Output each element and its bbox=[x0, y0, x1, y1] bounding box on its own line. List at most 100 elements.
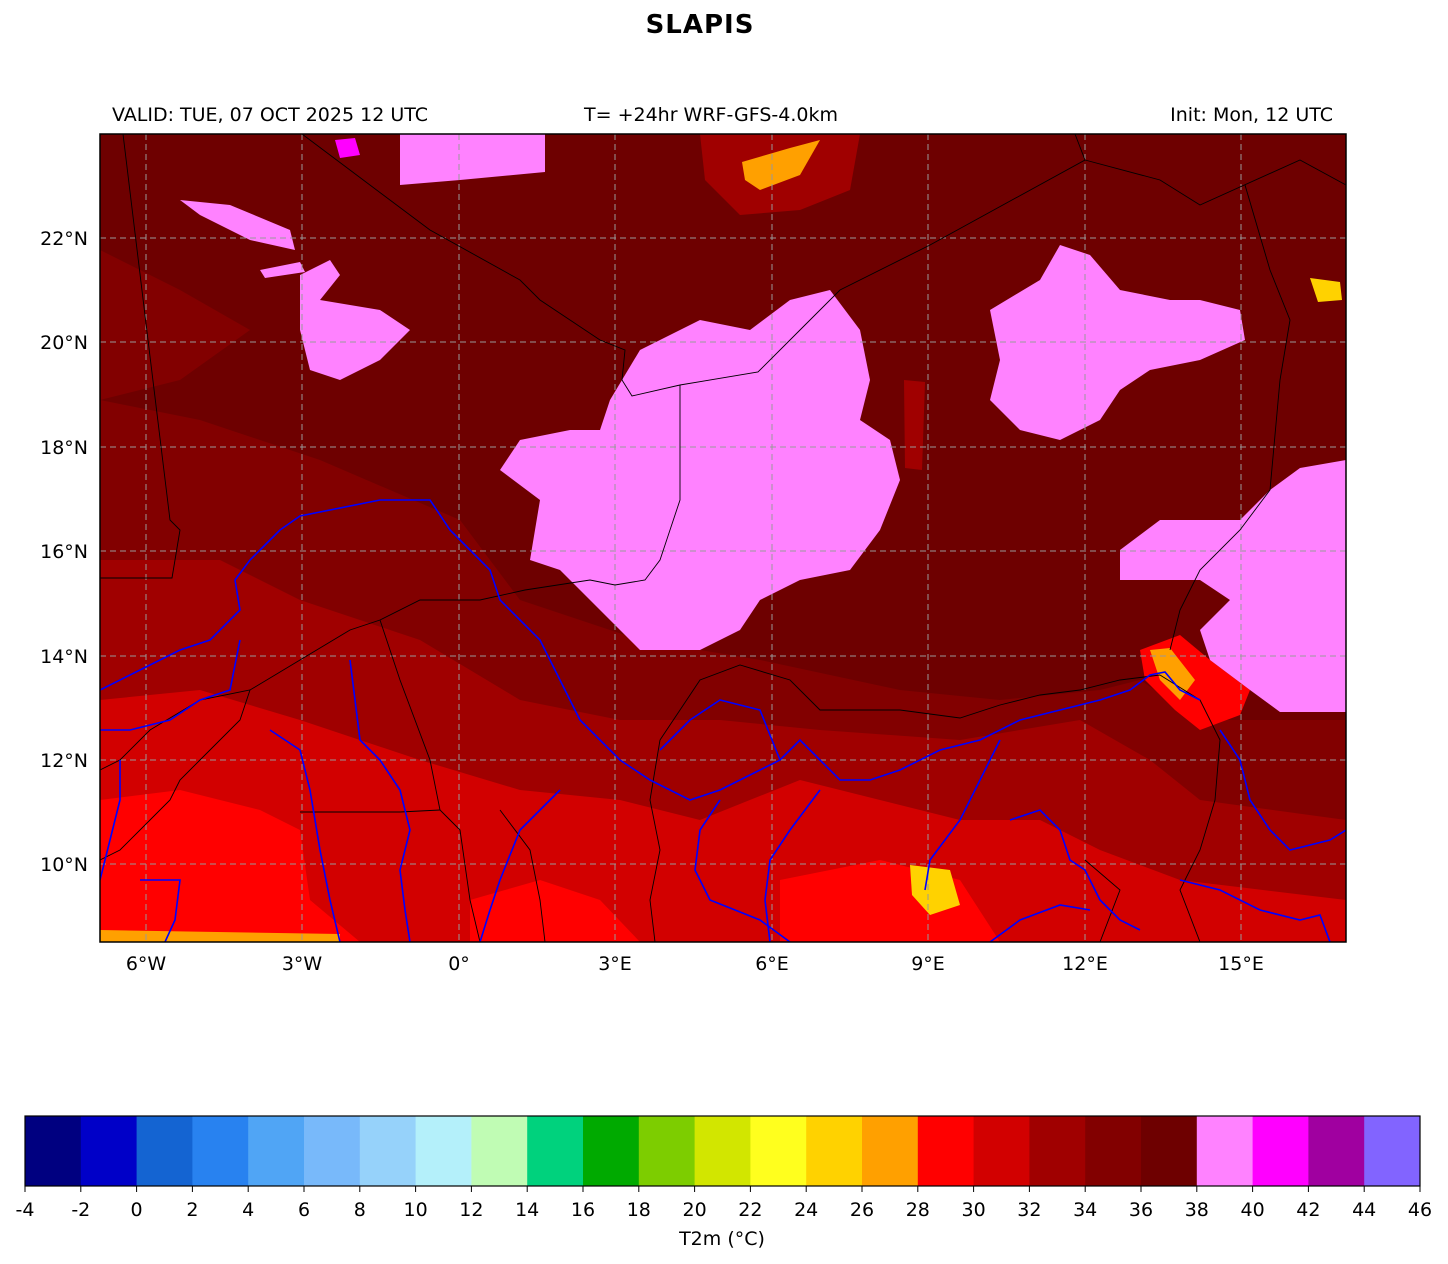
colorbar-tick-label: 20 bbox=[683, 1199, 707, 1221]
colorbar-tick-label: 46 bbox=[1408, 1199, 1432, 1221]
colorbar-tick-label: 32 bbox=[1017, 1199, 1041, 1221]
field-pink-northwest bbox=[300, 260, 410, 380]
colorbar-tick-label: 42 bbox=[1296, 1199, 1320, 1221]
colorbar-swatch bbox=[1308, 1116, 1365, 1186]
map-field bbox=[100, 134, 1346, 942]
field-hotspot-ne bbox=[1310, 278, 1342, 302]
lon-tick-label: 15°E bbox=[1218, 953, 1264, 975]
lat-axis: 22°N 20°N 18°N 16°N 14°N 12°N 10°N bbox=[40, 228, 88, 876]
lat-tick-label: 18°N bbox=[40, 437, 88, 459]
lat-tick-label: 14°N bbox=[40, 646, 88, 668]
valid-time-label: VALID: TUE, 07 OCT 2025 12 UTC bbox=[112, 104, 428, 126]
colorbar-tick-label: 44 bbox=[1352, 1199, 1376, 1221]
lon-tick-label: 9°E bbox=[911, 953, 945, 975]
colorbar-swatch bbox=[1029, 1116, 1086, 1186]
field-pink-north bbox=[400, 134, 545, 185]
colorbar-swatch bbox=[862, 1116, 919, 1186]
colorbar-swatch bbox=[1141, 1116, 1198, 1186]
lon-tick-label: 3°W bbox=[282, 953, 323, 975]
colorbar-tick-label: 0 bbox=[131, 1199, 143, 1221]
country-borders bbox=[100, 134, 1346, 942]
colorbar-swatch bbox=[80, 1116, 138, 1186]
lon-axis: 6°W 3°W 0° 3°E 6°E 9°E 12°E 15°E bbox=[126, 953, 1264, 975]
colorbar-tick-label: 4 bbox=[242, 1199, 254, 1221]
colorbar-swatch bbox=[527, 1116, 584, 1186]
colorbar-tick-label: 2 bbox=[186, 1199, 198, 1221]
lon-tick-label: 12°E bbox=[1062, 953, 1108, 975]
colorbar-tick-label: 38 bbox=[1185, 1199, 1209, 1221]
colorbar-tick-label: 8 bbox=[354, 1199, 366, 1221]
colorbar-tick-label: 6 bbox=[298, 1199, 310, 1221]
rivers bbox=[100, 499, 1346, 942]
lat-tick-label: 10°N bbox=[40, 854, 88, 876]
colorbar-tick-label: 18 bbox=[627, 1199, 651, 1221]
field-band-28-30-sw bbox=[100, 790, 360, 942]
colorbar-tick-label: -2 bbox=[71, 1199, 90, 1221]
colorbar-tick-label: 24 bbox=[794, 1199, 818, 1221]
lat-tick-label: 16°N bbox=[40, 541, 88, 563]
colorbar-swatch bbox=[359, 1116, 417, 1186]
colorbar-swatch bbox=[1364, 1116, 1421, 1186]
field-pink-nw-strip bbox=[260, 262, 305, 278]
lat-tick-label: 12°N bbox=[40, 750, 88, 772]
colorbar-label: T2m (°C) bbox=[678, 1228, 765, 1250]
colorbar-swatches bbox=[25, 1116, 1421, 1186]
field-band-30-32 bbox=[100, 690, 1346, 942]
colorbar-swatch bbox=[25, 1116, 82, 1186]
lat-tick-label: 20°N bbox=[40, 332, 88, 354]
field-hotspot-central bbox=[904, 380, 925, 470]
field-pink-east bbox=[1120, 460, 1346, 712]
colorbar-swatch bbox=[638, 1116, 696, 1186]
field-band-28-30-s bbox=[470, 880, 640, 942]
colorbar-tick-label: 28 bbox=[906, 1199, 930, 1221]
field-hotspot-north-core bbox=[742, 140, 820, 190]
field-magenta-north bbox=[335, 138, 360, 158]
colorbar-tick-label: 40 bbox=[1241, 1199, 1265, 1221]
map-frame bbox=[99, 133, 1347, 943]
lon-tick-label: 6°W bbox=[126, 953, 167, 975]
colorbar-swatch bbox=[1196, 1116, 1254, 1186]
colorbar-swatch bbox=[694, 1116, 751, 1186]
field-band-34-36-nw bbox=[100, 250, 250, 400]
colorbar-tick-label: 30 bbox=[962, 1199, 986, 1221]
colorbar-swatch bbox=[136, 1116, 193, 1186]
field-pink-northeast bbox=[990, 245, 1245, 440]
field-band-24-26-s bbox=[910, 865, 960, 915]
colorbar-tick-label: 10 bbox=[404, 1199, 428, 1221]
colorbar-frame bbox=[24, 1115, 1421, 1187]
colorbar-swatch bbox=[583, 1116, 640, 1186]
lon-tick-label: 6°E bbox=[755, 953, 789, 975]
colorbar-tick-label: -4 bbox=[16, 1199, 35, 1221]
lon-tick-label: 0° bbox=[448, 953, 470, 975]
init-time-label: Init: Mon, 12 UTC bbox=[1170, 104, 1333, 126]
colorbar-swatch bbox=[304, 1116, 361, 1186]
map-title: SLAPIS bbox=[645, 10, 755, 40]
colorbar-swatch bbox=[806, 1116, 863, 1186]
colorbar-swatch bbox=[973, 1116, 1030, 1186]
colorbar-tick-label: 22 bbox=[738, 1199, 762, 1221]
lat-tick-label: 22°N bbox=[40, 228, 88, 250]
colorbar-ticks: -4 -2 0 2 4 6 8 10 12 14 16 18 20 22 24 26 28 30 32 34 36 38 4… bbox=[16, 1186, 1432, 1221]
colorbar-swatch bbox=[1252, 1116, 1309, 1186]
colorbar-swatch bbox=[1085, 1116, 1142, 1186]
field-hotspot-lake-chad-core bbox=[1150, 648, 1195, 700]
colorbar-tick-label: 16 bbox=[571, 1199, 595, 1221]
temperature-map: 22°N 20°N 18°N 16°N 14°N 12°N 10°N 6°W 3… bbox=[40, 133, 1347, 975]
forecast-model-label: T= +24hr WRF-GFS-4.0km bbox=[584, 104, 838, 126]
colorbar-tick-label: 34 bbox=[1073, 1199, 1097, 1221]
colorbar-swatch bbox=[248, 1116, 305, 1186]
colorbar-swatch bbox=[750, 1116, 807, 1186]
colorbar-tick-label: 14 bbox=[515, 1199, 539, 1221]
colorbar-swatch bbox=[917, 1116, 975, 1186]
field-pink-nw-far bbox=[180, 200, 295, 250]
lon-tick-label: 3°E bbox=[598, 953, 632, 975]
field-band-26-28-sw bbox=[100, 930, 340, 942]
colorbar-swatch bbox=[471, 1116, 528, 1186]
colorbar-swatch bbox=[415, 1116, 472, 1186]
colorbar-tick-label: 26 bbox=[850, 1199, 874, 1221]
colorbar-swatch bbox=[192, 1116, 249, 1186]
colorbar-tick-label: 36 bbox=[1129, 1199, 1153, 1221]
colorbar-tick-label: 12 bbox=[459, 1199, 483, 1221]
field-pink-central bbox=[500, 290, 900, 650]
